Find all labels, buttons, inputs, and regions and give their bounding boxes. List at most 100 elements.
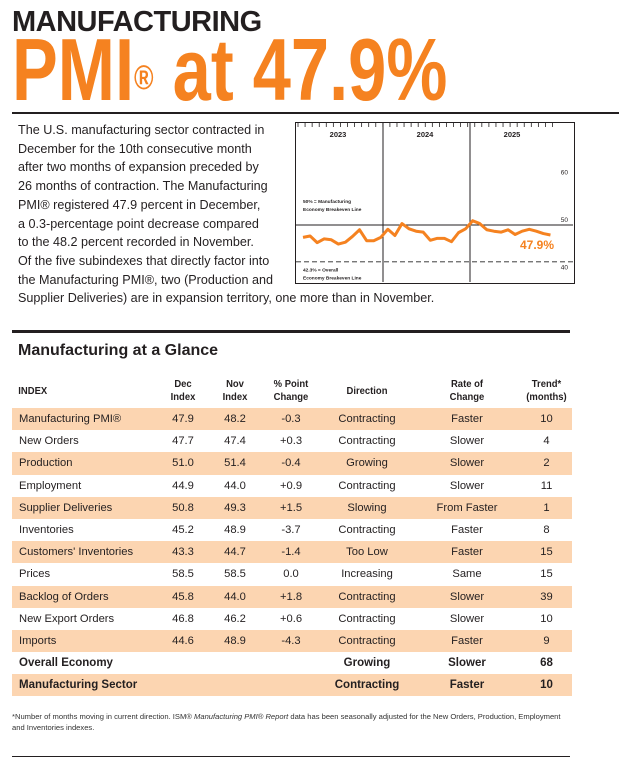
pmi-line-chart: 2023 2024 2025 60 50 40 50% = Manufacturing Eco…	[295, 122, 575, 284]
column-header-text: Change	[273, 391, 309, 403]
direction: Too Low	[321, 541, 413, 564]
direction: Growing	[321, 452, 413, 475]
rate-of-change: Faster	[413, 541, 521, 564]
table-row: Customers' Inventories 43.3 44.7 -1.4 Too Lo…	[12, 541, 572, 564]
trend-months: 4	[543, 435, 550, 448]
year-label: 2025	[504, 130, 521, 139]
dec-index: 50.8	[157, 496, 209, 519]
column-header: Trend* (months)	[524, 374, 570, 408]
rate-of-change: Faster	[413, 629, 521, 653]
index-name: Backlog of Orders	[12, 585, 157, 608]
trend-months: 11	[540, 479, 553, 492]
trend-months: 68	[540, 657, 553, 670]
trend-months: 39	[521, 585, 572, 608]
column-header-text: Dec	[174, 378, 192, 390]
nov-index	[209, 652, 261, 674]
column-header: Dec Index	[160, 374, 207, 408]
dec-index: 58.5	[172, 568, 194, 581]
direction: Contracting	[321, 585, 413, 608]
dec-index: 45.8	[157, 585, 209, 608]
dec-index: 45.2	[172, 524, 194, 537]
point-change: 0.0	[283, 568, 299, 581]
index-name: Prices	[19, 568, 51, 581]
index-name: New Orders	[19, 435, 79, 448]
glance-table: INDEX Dec Index Nov Index% Point Change Direct…	[12, 374, 572, 697]
column-header-text: INDEX	[18, 384, 48, 397]
summary-line: December for the 10th consecutive month	[18, 141, 252, 156]
column-header: Rate of Change	[418, 374, 515, 408]
dec-index: 43.3	[157, 541, 209, 564]
pmi-series-line	[302, 219, 551, 246]
rate-of-change: Slower	[413, 585, 521, 608]
dec-index: 46.8	[172, 612, 194, 625]
column-header-text: % Point	[273, 378, 309, 390]
rate-of-change: Slower	[448, 657, 486, 670]
direction: Contracting	[321, 629, 413, 653]
nov-index: 44.0	[209, 585, 261, 608]
trend-months: 2	[521, 452, 572, 475]
footnote-text: *Number of months moving in current dire…	[12, 712, 195, 721]
trend-months: 15	[540, 568, 553, 581]
table-row: Overall Economy Growing Slower 68	[12, 652, 572, 674]
table-row: Backlog of Orders 45.8 44.0 +1.8 Contracting…	[12, 585, 572, 608]
index-name: Imports	[12, 629, 157, 653]
table-header-row: INDEX Dec Index Nov Index% Point Change Direct…	[12, 374, 572, 408]
trend-months: 10	[521, 408, 572, 431]
point-change	[261, 674, 321, 697]
year-label: 2023	[330, 130, 347, 139]
section-divider	[12, 330, 570, 333]
dec-index: 47.7	[172, 435, 194, 448]
trend-months: 15	[521, 541, 572, 564]
end-value-label: 47.9%	[520, 238, 554, 252]
rate-of-change: Slower	[413, 452, 521, 475]
rate-of-change: Slower	[449, 479, 485, 492]
direction: Increasing	[341, 568, 393, 581]
direction: Slowing	[321, 496, 413, 519]
point-change: -1.4	[261, 541, 321, 564]
point-change: +0.9	[279, 479, 303, 492]
table-row: New Export Orders 46.8 46.2 +0.6 Contracting…	[12, 608, 572, 630]
rate-of-change: Faster	[451, 524, 483, 537]
dec-index: 51.0	[157, 452, 209, 475]
trend-months: 10	[540, 612, 553, 625]
table-row: Inventories 45.2 48.9 -3.7 Contracting Faster…	[12, 519, 572, 541]
point-change: +0.3	[279, 435, 303, 448]
point-change: -4.3	[261, 629, 321, 653]
index-name: Customers' Inventories	[12, 541, 157, 564]
y-tick-label: 60	[561, 169, 569, 176]
reference-label: Economy Breakeven Line	[303, 207, 362, 213]
column-header: % Point Change	[264, 374, 318, 408]
point-change: +1.8	[261, 585, 321, 608]
summary-line: after two months of expansion preceded b…	[18, 160, 259, 175]
column-header-text: Direction	[346, 384, 388, 397]
nov-index: 46.2	[224, 612, 246, 625]
column-header: INDEX	[12, 374, 143, 408]
table-row: Supplier Deliveries 50.8 49.3 +1.5 Slowing Fr…	[12, 496, 572, 519]
index-name: Employment	[19, 479, 82, 492]
summary-line: to the 48.2 percent recorded in November…	[18, 235, 254, 250]
column-header-text: Trend*	[531, 378, 562, 390]
trend-months: 10	[521, 674, 572, 697]
direction: Contracting	[338, 524, 396, 537]
reference-label: Economy Breakeven Line	[303, 276, 362, 282]
dec-index: 44.6	[157, 629, 209, 653]
column-header-text: Index	[222, 391, 248, 403]
index-name: Inventories	[19, 524, 74, 537]
nov-index: 51.4	[209, 452, 261, 475]
point-change	[261, 652, 321, 674]
index-name: Manufacturing Sector	[12, 674, 157, 697]
point-change: -0.4	[261, 452, 321, 475]
point-change: -3.7	[281, 524, 301, 537]
rate-of-change: Slower	[449, 435, 485, 448]
reference-label: 42.3% = Overall	[303, 268, 338, 274]
dec-index	[157, 674, 209, 697]
column-header-text: Change	[449, 391, 485, 403]
trend-months: 8	[543, 524, 550, 537]
rate-of-change: Same	[452, 568, 482, 581]
nov-index: 44.7	[209, 541, 261, 564]
bottom-divider	[12, 756, 570, 757]
nov-index: 48.2	[209, 408, 261, 431]
column-header-text: Index	[170, 391, 196, 403]
table-row: Manufacturing Sector Contracting Faster 10	[12, 674, 572, 697]
summary-line: a 0.3-percentage point decrease compared	[18, 216, 259, 231]
